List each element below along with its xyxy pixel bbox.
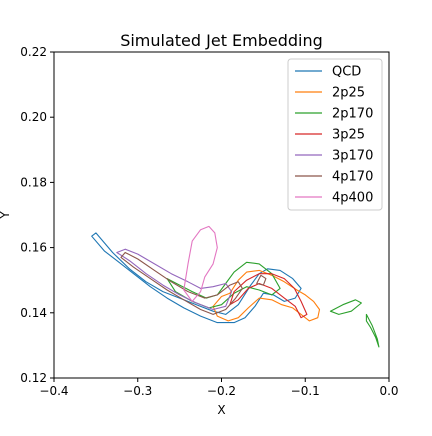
- y-tick-label: 0.16: [20, 241, 47, 255]
- legend-label: QCD: [332, 65, 361, 80]
- legend-label: 4p400: [332, 191, 373, 206]
- series-3p170: [116, 248, 233, 311]
- contour-line: [116, 248, 233, 311]
- series-qcd: [91, 232, 302, 324]
- contour-line: [229, 273, 308, 319]
- x-tick-label: −0.1: [291, 384, 320, 398]
- y-tick-label: 0.14: [20, 306, 47, 320]
- chart-title: Simulated Jet Embedding: [120, 31, 323, 50]
- contour-line: [183, 225, 218, 302]
- y-tick-label: 0.18: [20, 175, 47, 189]
- contour-layer: [91, 225, 380, 348]
- contour-line: [256, 274, 267, 286]
- x-tick-label: 0.0: [379, 384, 398, 398]
- y-axis-ticks: 0.12 0.14 0.16 0.18 0.20 0.22: [20, 45, 54, 385]
- legend-label: 3p25: [332, 128, 365, 143]
- x-tick-label: −0.4: [39, 384, 68, 398]
- legend-box: [287, 58, 383, 211]
- legend: QCD 2p25 2p170 3p25 3p170 4p170 4p400: [287, 58, 383, 211]
- contour-line: [120, 251, 243, 315]
- x-axis-ticks: −0.4 −0.3 −0.2 −0.1 0.0: [39, 378, 399, 398]
- series-3p25: [229, 273, 308, 319]
- y-axis-label: Y: [0, 211, 12, 220]
- contour-line: [91, 232, 302, 324]
- contour-line: [212, 269, 321, 322]
- series-4p400: [183, 225, 218, 302]
- y-tick-label: 0.22: [20, 45, 47, 59]
- legend-label: 3p170: [332, 149, 373, 164]
- legend-label: 2p170: [332, 107, 373, 122]
- legend-label: 4p170: [332, 170, 373, 185]
- series-2p25: [212, 269, 321, 322]
- series-4p170: [120, 251, 267, 315]
- x-tick-label: −0.2: [207, 384, 236, 398]
- contour-line: [329, 299, 362, 315]
- x-axis-label: X: [217, 403, 225, 417]
- x-tick-label: −0.3: [123, 384, 152, 398]
- y-tick-label: 0.20: [20, 110, 47, 124]
- legend-label: 2p25: [332, 86, 365, 101]
- contour-line: [365, 313, 380, 348]
- y-tick-label: 0.12: [20, 371, 47, 385]
